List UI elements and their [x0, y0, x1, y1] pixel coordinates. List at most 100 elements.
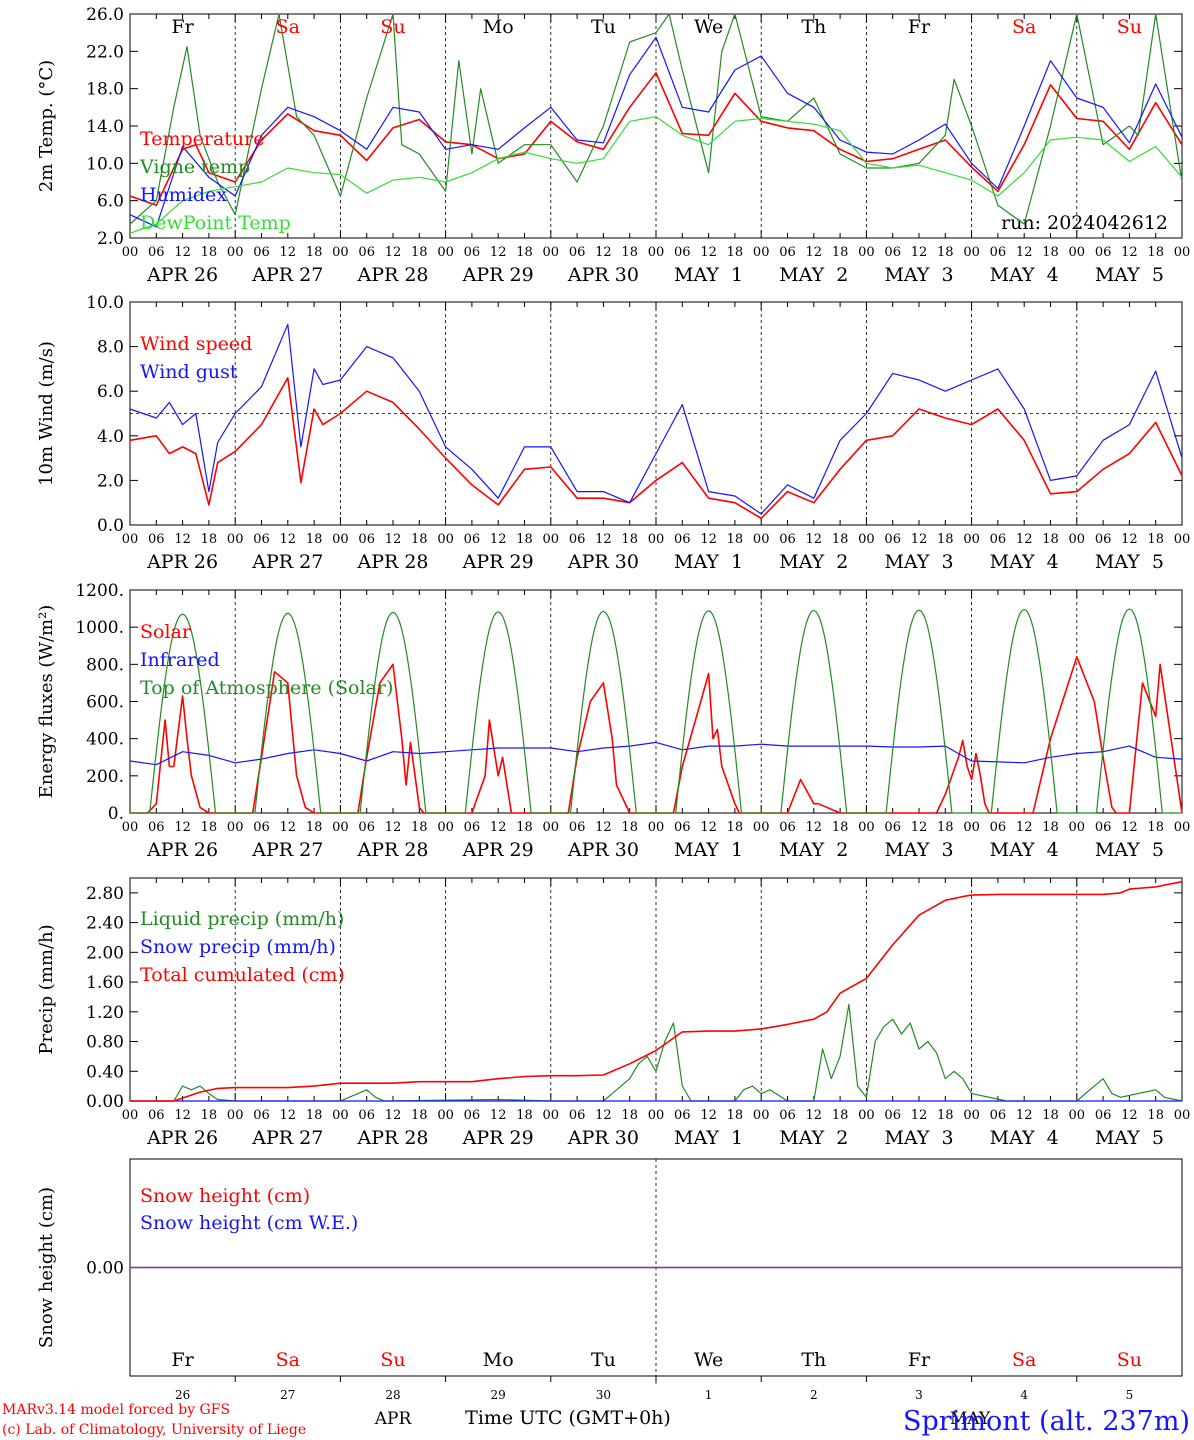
hour-tick-label: 18 [937, 1108, 954, 1123]
day-number-label: 5 [1126, 1388, 1134, 1402]
hour-tick-label: 12 [595, 245, 612, 260]
date-label: APR 29 [462, 264, 534, 286]
day-number-label: 27 [280, 1388, 295, 1402]
hour-tick-label: 18 [201, 245, 218, 260]
date-label: APR 27 [251, 1127, 323, 1149]
date-label: APR 30 [567, 839, 639, 861]
panel-frame-3 [129, 589, 1183, 814]
weekday-label: Fr [908, 1349, 931, 1371]
hour-tick-label: 12 [1016, 245, 1033, 260]
y-axis-title: 2m Temp. (°C) [36, 60, 57, 192]
date-label: APR 28 [356, 264, 428, 286]
date-label: MAY 5 [1095, 551, 1164, 573]
hour-tick-label: 00 [858, 820, 875, 835]
hour-tick-label: 00 [753, 820, 770, 835]
hour-tick-label: 00 [437, 1108, 454, 1123]
hour-tick-label: 00 [332, 532, 349, 547]
hour-tick-label: 18 [516, 532, 533, 547]
hour-tick-label: 00 [753, 532, 770, 547]
hour-tick-label: 06 [148, 532, 165, 547]
date-label: APR 29 [462, 1127, 534, 1149]
hour-tick-label: 18 [306, 532, 323, 547]
legend-entry: Solar [140, 621, 192, 643]
y-tick-label: 8.0 [97, 338, 124, 358]
hour-tick-label: 12 [385, 820, 402, 835]
day-number-label: 29 [491, 1388, 506, 1402]
hour-tick-label: 12 [911, 532, 928, 547]
x-axis-title: Time UTC (GMT+0h) [465, 1407, 671, 1429]
date-label: MAY 1 [674, 551, 743, 573]
hour-tick-label: 06 [358, 532, 375, 547]
hour-tick-label: 12 [385, 1108, 402, 1123]
date-label: APR 27 [251, 839, 323, 861]
hour-tick-label: 12 [595, 820, 612, 835]
hour-tick-label: 18 [832, 245, 849, 260]
hour-tick-label: 18 [306, 1108, 323, 1123]
hour-tick-label: 12 [280, 532, 297, 547]
y-tick-label: 0.80 [86, 1033, 124, 1053]
hour-tick-label: 18 [516, 820, 533, 835]
series-line-wind-speed [129, 376, 1183, 520]
hour-tick-label: 18 [1147, 532, 1164, 547]
hour-tick-label: 18 [937, 245, 954, 260]
day-number-label: 4 [1020, 1388, 1028, 1402]
hour-tick-label: 18 [1042, 245, 1059, 260]
hour-tick-label: 00 [1069, 532, 1086, 547]
y-tick-label: 14.0 [86, 117, 124, 137]
y-tick-label: 0.00 [86, 1092, 124, 1112]
hour-tick-label: 12 [1016, 1108, 1033, 1123]
hour-tick-label: 18 [411, 532, 428, 547]
hour-tick-label: 12 [490, 820, 507, 835]
hour-tick-label: 18 [1147, 245, 1164, 260]
y-axis-title: Energy fluxes (W/m²) [36, 605, 57, 799]
weekday-label: Su [1117, 1349, 1142, 1371]
hour-tick-label: 00 [227, 820, 244, 835]
date-label: APR 28 [356, 839, 428, 861]
hour-tick-label: 00 [437, 820, 454, 835]
hour-tick-label: 12 [595, 1108, 612, 1123]
date-label: APR 28 [356, 551, 428, 573]
hour-tick-label: 18 [832, 820, 849, 835]
hour-tick-label: 12 [280, 245, 297, 260]
hour-tick-label: 06 [1095, 1108, 1112, 1123]
y-tick-label: 18.0 [86, 80, 124, 100]
hour-tick-label: 06 [464, 245, 481, 260]
date-label: APR 28 [356, 1127, 428, 1149]
series-line-liquid-precip-mm-h [130, 1003, 1183, 1102]
hour-tick-label: 06 [1095, 820, 1112, 835]
hour-tick-label: 12 [174, 532, 191, 547]
date-label: APR 27 [251, 264, 323, 286]
hour-tick-label: 06 [990, 245, 1007, 260]
date-label: MAY 5 [1095, 839, 1164, 861]
hour-tick-label: 00 [648, 532, 665, 547]
date-label: APR 26 [146, 839, 218, 861]
day-number-label: 1 [705, 1388, 713, 1402]
legend-entry: Snow height (cm) [140, 1185, 310, 1207]
date-label: MAY 5 [1095, 264, 1164, 286]
hour-tick-label: 18 [516, 245, 533, 260]
hour-tick-label: 00 [1174, 245, 1191, 260]
hour-tick-label: 06 [358, 1108, 375, 1123]
hour-tick-label: 06 [253, 1108, 270, 1123]
hour-tick-label: 18 [201, 820, 218, 835]
hour-tick-label: 18 [1147, 820, 1164, 835]
date-label: APR 30 [567, 551, 639, 573]
hour-tick-label: 00 [543, 820, 560, 835]
weekday-label: Mo [483, 1349, 514, 1371]
y-axis-title: Snow height (cm) [36, 1187, 57, 1348]
hour-tick-label: 06 [253, 245, 270, 260]
hour-tick-label: 18 [832, 1108, 849, 1123]
day-number-label: 2 [810, 1388, 818, 1402]
hour-tick-label: 00 [963, 245, 980, 260]
y-tick-label: 1200. [75, 581, 124, 601]
hour-tick-label: 18 [1042, 820, 1059, 835]
hour-tick-label: 18 [1042, 1108, 1059, 1123]
day-number-label: 26 [175, 1388, 190, 1402]
day-number-label: 3 [915, 1388, 923, 1402]
hour-tick-label: 06 [884, 1108, 901, 1123]
y-tick-label: 22.0 [86, 42, 124, 62]
hour-tick-label: 12 [806, 532, 823, 547]
month-label-apr: APR [374, 1409, 413, 1429]
y-tick-label: 10.0 [86, 293, 124, 313]
hour-tick-label: 12 [280, 1108, 297, 1123]
